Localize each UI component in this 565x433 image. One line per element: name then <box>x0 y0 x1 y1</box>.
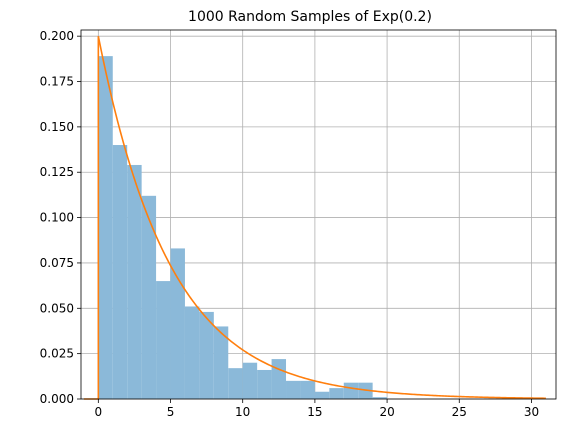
plot-frame <box>80 29 557 400</box>
y-tick-label: 0.000 <box>40 392 74 406</box>
grid-lines <box>81 30 556 400</box>
histogram-bar <box>127 164 142 399</box>
x-axis-ticks: 0 5 10 15 20 25 30 <box>95 399 539 419</box>
pdf-curve <box>83 36 546 400</box>
histogram-bar <box>228 368 243 399</box>
y-tick-label: 0.050 <box>40 301 74 315</box>
histogram-bar <box>170 248 185 399</box>
y-tick-label: 0.200 <box>40 29 74 43</box>
y-tick-label: 0.150 <box>40 120 74 134</box>
x-tick-label: 20 <box>379 405 394 419</box>
x-tick-label: 15 <box>307 405 322 419</box>
histogram-bar <box>343 382 359 399</box>
histogram-bar <box>98 56 113 399</box>
histogram-bar <box>156 281 171 399</box>
histogram-bar <box>314 391 330 399</box>
y-axis-ticks: 0.000 0.025 0.050 0.075 0.100 0.125 0.150 0.175… <box>40 29 81 406</box>
y-tick-label: 0.125 <box>40 165 74 179</box>
pdf-curve-layer <box>83 36 546 400</box>
histogram-bar <box>358 382 373 399</box>
histogram-bar <box>300 380 315 399</box>
histogram-bar <box>199 311 214 399</box>
y-tick-label: 0.100 <box>40 211 74 225</box>
histogram-bar <box>286 380 301 399</box>
histogram-bar <box>372 397 388 399</box>
histogram-bar <box>257 369 272 399</box>
y-tick-label: 0.075 <box>40 256 74 270</box>
histogram-bar <box>141 195 157 399</box>
x-tick-label: 10 <box>235 405 250 419</box>
histogram-bar <box>184 306 200 399</box>
x-tick-label: 30 <box>524 405 539 419</box>
histogram-bar <box>329 388 344 399</box>
x-tick-label: 0 <box>95 405 103 419</box>
x-tick-label: 5 <box>167 405 175 419</box>
histogram-bar <box>213 326 229 399</box>
histogram-bar <box>112 145 128 399</box>
histogram-bar <box>271 359 287 399</box>
y-tick-label: 0.175 <box>40 75 74 89</box>
histogram-bars <box>98 56 388 399</box>
histogram-bar <box>242 362 258 399</box>
x-tick-label: 25 <box>452 405 467 419</box>
chart-title: 1000 Random Samples of Exp(0.2) <box>188 9 432 25</box>
y-tick-label: 0.025 <box>40 347 74 361</box>
